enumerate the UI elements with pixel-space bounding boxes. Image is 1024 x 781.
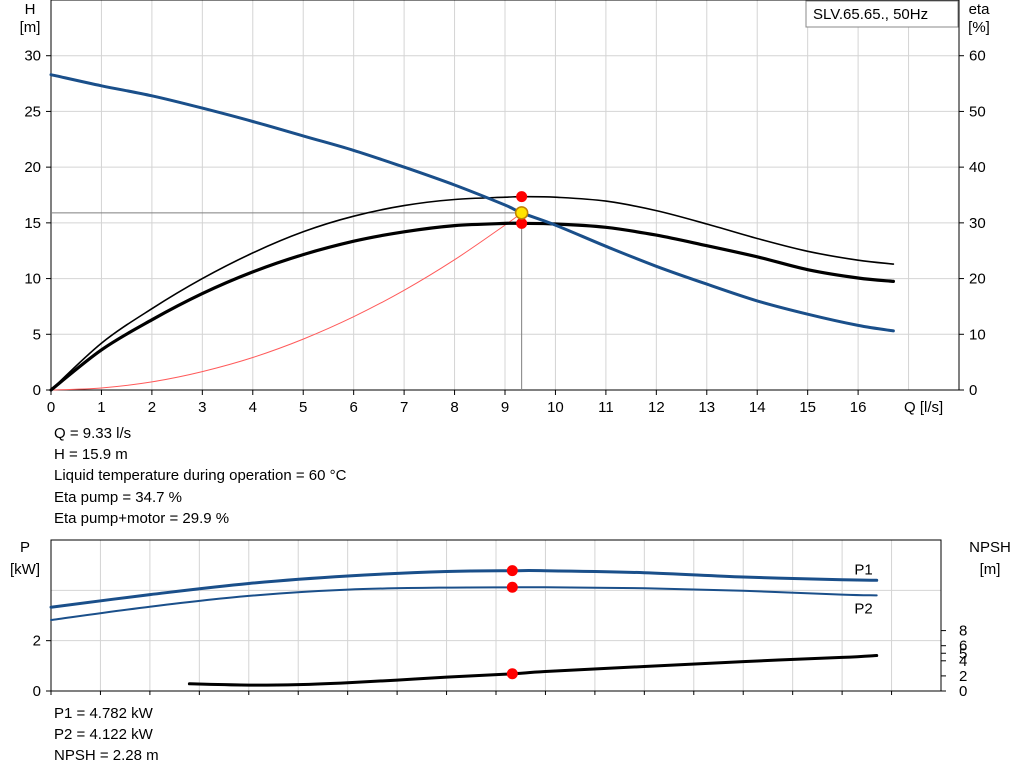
x-tick-label: 4 — [249, 399, 257, 416]
info-eta-pump-motor: Eta pump+motor = 29.9 % — [54, 510, 230, 527]
p2-marker — [506, 581, 518, 593]
p-tick-label: 0 — [33, 683, 41, 700]
x-tick-label: 8 — [450, 399, 458, 416]
y-right-tick-label: 10 — [969, 326, 986, 343]
info-p2: P2 = 4.122 kW — [54, 726, 153, 743]
y-left-tick-label: 0 — [33, 382, 41, 399]
x-axis-label: Q [l/s] — [904, 399, 943, 416]
x-tick-label: 15 — [799, 399, 816, 416]
p-axis-unit: [kW] — [10, 561, 40, 578]
series-label-p1: P1 — [854, 561, 872, 578]
y-right-tick-label: 0 — [969, 382, 977, 399]
series-line-H — [49, 73, 895, 333]
p-axis-label: P — [20, 539, 30, 556]
npsh-tick-label: 0 — [959, 683, 967, 700]
y-right-tick-label: 30 — [969, 215, 986, 232]
series-line-eta-pump — [50, 195, 895, 391]
npsh-axis-label: NPSH — [969, 539, 1011, 556]
y-left-tick-label: 15 — [24, 215, 41, 232]
x-tick-label: 9 — [501, 399, 509, 416]
curve-id-box — [805, 0, 959, 28]
p1-marker — [506, 565, 518, 577]
x-tick-label: 2 — [148, 399, 156, 416]
y-left-tick-label: 5 — [33, 326, 41, 343]
x-tick-label: 7 — [400, 399, 408, 416]
grid-lines — [51, 0, 959, 390]
series-line-system-curve — [50, 212, 523, 391]
p-tick-label: 2 — [33, 633, 41, 650]
info-eta-pump: Eta pump = 34.7 % — [54, 489, 182, 506]
info-h: H = 15.9 m — [54, 446, 128, 463]
y-right-tick-label: 20 — [969, 271, 986, 288]
series-line-eta-pump-motor — [49, 221, 895, 392]
y-left-tick-label: 10 — [24, 271, 41, 288]
x-tick-label: 13 — [698, 399, 715, 416]
info-p1: P1 = 4.782 kW — [54, 705, 153, 722]
info-npsh: NPSH = 2.28 m — [54, 747, 159, 764]
x-tick-label: 6 — [349, 399, 357, 416]
npsh-tick-label: 6 — [959, 638, 967, 655]
grid-lines-power — [51, 540, 941, 691]
npsh-tick-label: 2 — [959, 668, 967, 685]
series-line-p1 — [49, 569, 879, 609]
x-tick-label: 1 — [97, 399, 105, 416]
eta-pump-motor-marker — [516, 217, 528, 229]
y-left-tick-label: 20 — [24, 159, 41, 176]
y-right-tick-label: 60 — [969, 48, 986, 65]
npsh-tick-label: 4 — [959, 653, 967, 670]
y-left-axis-unit: [m] — [20, 19, 41, 36]
y-left-axis-label: H — [25, 1, 36, 18]
series-line-npsh — [187, 654, 879, 687]
operating-point-marker — [514, 206, 529, 220]
y-right-axis-label: eta — [969, 1, 991, 18]
y-right-tick-label: 40 — [969, 159, 986, 176]
x-tick-label: 3 — [198, 399, 206, 416]
info-q: Q = 9.33 l/s — [54, 425, 132, 442]
x-tick-label: 14 — [749, 399, 766, 416]
npsh-marker — [506, 668, 518, 680]
npsh-tick-label: 8 — [959, 623, 967, 640]
info-liquid-temperature: Liquid temperature during operation = 60… — [54, 467, 347, 484]
series-label-p2: P2 — [854, 600, 872, 617]
y-left-tick-label: 25 — [24, 103, 41, 120]
curve-id-label: SLV.65.65., 50Hz — [813, 6, 928, 23]
x-tick-label: 11 — [598, 399, 614, 416]
x-tick-label: 5 — [299, 399, 307, 416]
x-tick-label: 10 — [547, 399, 564, 416]
x-tick-label: 16 — [850, 399, 867, 416]
y-right-axis-unit: [%] — [968, 19, 990, 36]
x-tick-label: 0 — [47, 399, 55, 416]
npsh-axis-unit: [m] — [980, 561, 1001, 578]
y-left-tick-label: 30 — [24, 48, 41, 65]
y-right-tick-label: 50 — [969, 103, 986, 120]
npsh-tick-label: 5 — [959, 645, 967, 662]
x-tick-label: 12 — [648, 399, 665, 416]
eta-pump-marker — [516, 191, 528, 203]
